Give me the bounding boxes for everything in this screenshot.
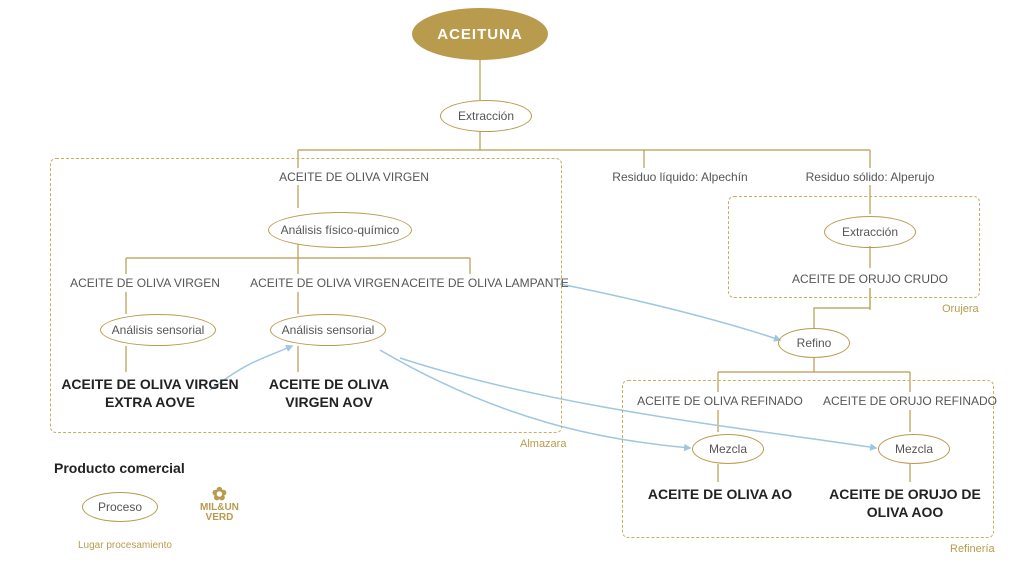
node-extraccion2-label: Extracción [836, 225, 904, 239]
node-mezcla_2-label: Mezcla [889, 442, 939, 456]
legend-process-label: Proceso [92, 500, 148, 514]
node-extraccion2: Extracción [824, 216, 916, 248]
node-sensorial_2-label: Análisis sensorial [276, 323, 381, 337]
node-root: ACEITUNA [412, 8, 548, 60]
node-aov_2: ACEITE DE OLIVA VIRGEN [240, 276, 410, 291]
node-orujo_crudo: ACEITE DE ORUJO CRUDO [770, 272, 970, 287]
node-mezcla_2: Mezcla [878, 434, 950, 464]
node-refino: Refino [778, 328, 850, 358]
node-ao: ACEITE DE OLIVA AO [630, 486, 810, 504]
flowchart-canvas: Almazara Orujera Refinería ACEITUNA Extracci… [0, 0, 1014, 570]
node-root-label: ACEITUNA [437, 26, 523, 43]
node-extraccion1: Extracción [440, 100, 532, 132]
node-lampante: ACEITE DE OLIVA LAMPANTE [395, 276, 575, 291]
node-sensorial_1-label: Análisis sensorial [106, 323, 211, 337]
node-orujo_ref: ACEITE DE ORUJO REFINADO [820, 394, 1000, 409]
brand-logo-line2: VERD [200, 513, 239, 523]
node-residuo_sol: Residuo sólido: Alperujo [770, 170, 970, 185]
node-aov_1: ACEITE DE OLIVA VIRGEN [60, 276, 230, 291]
node-mezcla_1: Mezcla [692, 434, 764, 464]
node-extraccion1-label: Extracción [452, 109, 520, 123]
node-oliva_ref: ACEITE DE OLIVA REFINADO [630, 394, 810, 409]
region-caption-refineria: Refinería [950, 543, 995, 555]
node-sensorial_1: Análisis sensorial [100, 314, 216, 346]
legend-process-ellipse: Proceso [82, 492, 158, 522]
node-aov_top: ACEITE DE OLIVA VIRGEN [254, 170, 454, 185]
node-aove: ACEITE DE OLIVA VIRGEN EXTRA AOVE [60, 376, 240, 411]
region-caption-orujera: Orujera [942, 303, 979, 315]
node-analisis_fq: Análisis físico-químico [268, 212, 412, 248]
region-caption-almazara: Almazara [520, 438, 566, 450]
legend-subtitle: Lugar procesamiento [78, 540, 172, 551]
brand-logo-icon: ✿ [200, 485, 239, 503]
node-analisis_fq-label: Análisis físico-químico [275, 223, 406, 237]
node-sensorial_2: Análisis sensorial [270, 314, 386, 346]
node-residuo_liq: Residuo líquido: Alpechín [580, 170, 780, 185]
legend-title: Producto comercial [54, 460, 185, 476]
node-aoo: ACEITE DE ORUJO DE OLIVA AOO [810, 486, 1000, 521]
node-aov_prod: ACEITE DE OLIVA VIRGEN AOV [244, 376, 414, 411]
brand-logo: ✿MIL&UNVERD [200, 485, 239, 523]
node-mezcla_1-label: Mezcla [703, 442, 753, 456]
node-refino-label: Refino [791, 336, 838, 350]
